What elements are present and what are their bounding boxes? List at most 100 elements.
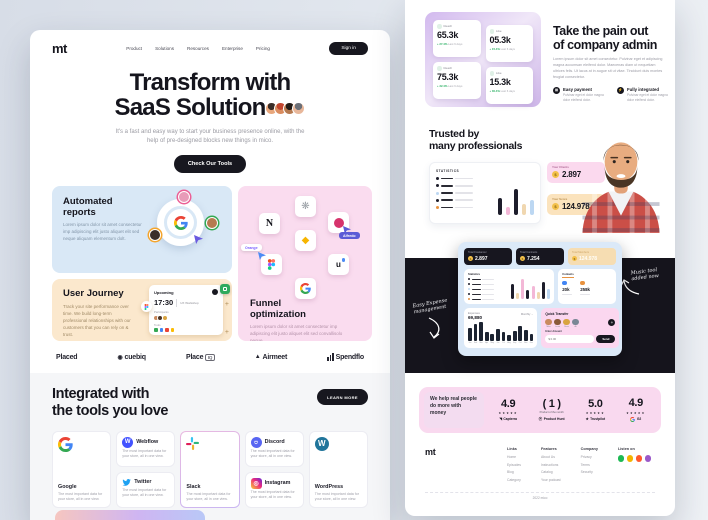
stat-tile: Like 15.3k + 30.4% Last 6 days (485, 67, 533, 104)
dashboard-statistics-card: Statistics (464, 268, 555, 305)
footer-links-column: Links Home Episodes Blog Category (507, 447, 521, 482)
product-hunt-icon: Ⓟ (538, 417, 543, 422)
tool-card-discord[interactable]: ᗜ Discord The most important data for you… (244, 430, 304, 467)
transfer-contact[interactable]: Laura (554, 318, 561, 328)
learn-more-button[interactable]: LEARN MORE (317, 389, 368, 406)
statistics-label: Statistics (468, 272, 480, 276)
footer-link-instructions[interactable]: Instructions (540, 462, 559, 467)
quick-transfer-label: Quick Transfer (545, 312, 569, 317)
cursor-tag-orange: Orange (241, 244, 262, 252)
contact-stat: 258k (580, 280, 591, 295)
right-hero-body: Lorem ipsum dolor sit amet consectetur. … (553, 57, 663, 79)
nav-link-resources[interactable]: Resources (187, 46, 209, 51)
like-icon (489, 29, 494, 34)
notion-icon: N (259, 213, 280, 235)
contact-icon (562, 280, 567, 285)
stat-tile: Like 05.3k + 15.4% Last 6 days (485, 25, 533, 62)
dot-app-icon (328, 212, 351, 235)
period-dropdown[interactable]: Monthly ⌄ (520, 313, 534, 317)
add-contact-button[interactable]: + (608, 318, 616, 326)
drive-icon (220, 284, 230, 295)
hero-title-line1: Transform with (129, 69, 292, 96)
apple-podcasts-icon[interactable] (644, 455, 652, 462)
stats-gradient-card: Reach 65.3k + 27.4% Last 6 days Like 05.… (425, 12, 541, 107)
feature-easy-payment: ▦ Easy payment Pulvinar eget et dolor mag… (553, 86, 604, 102)
plus-decoration: + (224, 329, 229, 337)
footer-link-home[interactable]: Home (507, 455, 517, 459)
podcast-icon[interactable] (626, 455, 634, 462)
wordpress-icon: W (314, 436, 329, 451)
figma-icon (261, 254, 282, 276)
footer-link-terms[interactable]: Terms (580, 462, 590, 467)
logo-cuebiq: ◉ cuebiq (117, 353, 146, 361)
tool-card-slack[interactable]: Slack The most important data for your st… (180, 431, 239, 508)
participants-label: Participants (154, 309, 169, 314)
contact-icon (580, 280, 585, 285)
trusted-section: Trusted by many professionals STATISTICS … (405, 118, 675, 238)
footer-link-catalog[interactable]: Catalog (540, 470, 553, 474)
contacts-card: Contacts 20k 258k (558, 268, 616, 305)
footer-link-category[interactable]: Category (507, 477, 521, 482)
transfer-contact[interactable]: Rosa (563, 318, 570, 328)
expenses-value: 69,880 (468, 315, 483, 321)
footer-link-blog[interactable]: Blog (507, 470, 514, 474)
tool-card-webflow[interactable]: W Webflow The most important data for you… (116, 430, 176, 467)
footer-link-privacy[interactable]: Privacy (580, 455, 592, 459)
integrated-title: Integrated with the tools you love (52, 386, 169, 419)
funnel-body: Lorem ipsum dolor sit amet consectetur i… (250, 324, 343, 342)
nav-link-solutions[interactable]: Solutions (155, 46, 174, 51)
nav-link-enterprise[interactable]: Enterprise (221, 46, 243, 51)
sign-in-button[interactable]: Sign in (329, 42, 368, 55)
tool-card-twitter[interactable]: Twitter The most important data for your… (116, 471, 176, 508)
footer-link-podcast[interactable]: Your podcast (540, 477, 561, 482)
coin-icon: $ (520, 256, 525, 261)
footer-link-security[interactable]: Security (580, 470, 593, 474)
kpi-total-contracts: Total Contracts $7.254 (516, 248, 564, 265)
google-icon (58, 436, 73, 452)
footer-link-episodes[interactable]: Episodes (507, 462, 521, 467)
expenses-bar-chart (468, 322, 534, 342)
contacts-label: Contacts (562, 272, 574, 276)
plus-decoration: + (224, 301, 229, 309)
tool-card-wordpress[interactable]: W WordPress The most important data for y… (308, 430, 368, 508)
payment-icon: ▦ (553, 86, 560, 94)
expenses-label: Expenses (468, 312, 480, 316)
transfer-contact[interactable]: Mike (545, 318, 552, 328)
twitter-icon (122, 478, 131, 486)
aperture-icon: ❋ (295, 196, 316, 218)
discord-icon: ᗜ (250, 436, 262, 448)
amount-input[interactable] (545, 334, 595, 343)
cast-icon[interactable] (635, 455, 643, 462)
slack-icon (186, 436, 200, 450)
rating-g2: 4.9 ★★★★★ G2 (626, 397, 646, 422)
send-button[interactable]: Send (596, 334, 616, 343)
coin-icon: $ (552, 203, 559, 210)
tools-label: Tools (154, 323, 161, 328)
integrated-icon: ⚡ (617, 86, 624, 94)
nav-link-product[interactable]: Product (126, 46, 143, 51)
trusted-title: Trusted by many professionals (429, 128, 523, 153)
tool-card-google[interactable]: Google The most important data for your s… (52, 430, 112, 508)
user-journey-card: User Journey Track your site performance… (52, 279, 232, 342)
transfer-contact[interactable]: Ali (572, 318, 579, 328)
rating-product-hunt: ( 1 ) Product of the month Ⓟ Product Hunt (538, 397, 565, 422)
integrated-section: Integrated with the tools you love LEARN… (30, 373, 390, 520)
tool-card-instagram[interactable]: ◎ Instagram The most important data for y… (244, 471, 304, 508)
sketch-icon: ◆ (295, 230, 316, 252)
nav-link-pricing[interactable]: Pricing (255, 46, 270, 51)
check-our-tools-button[interactable]: Check Our Tools (173, 155, 247, 174)
tools-grid: Google The most important data for your s… (52, 430, 368, 508)
cursor-icon (194, 235, 203, 245)
cursor-icon (258, 252, 266, 261)
coin-icon: $ (552, 171, 559, 178)
spotify-icon[interactable] (617, 455, 625, 462)
coin-icon: $ (572, 256, 577, 261)
footer-link-about[interactable]: About Us (540, 455, 555, 459)
next-section-top (55, 510, 205, 520)
footer-listen-column: Listen on (617, 447, 652, 482)
instagram-icon: ◎ (250, 477, 262, 489)
cursor-tag-alfredo: Alfredo (339, 232, 360, 240)
stat-tile: Reach 75.3k + 32.4% Last 6 days (433, 62, 481, 99)
saas-landing-page: mt Product Solutions Resources Enterpris… (30, 30, 390, 520)
capterra-icon: ◥ (499, 417, 502, 422)
